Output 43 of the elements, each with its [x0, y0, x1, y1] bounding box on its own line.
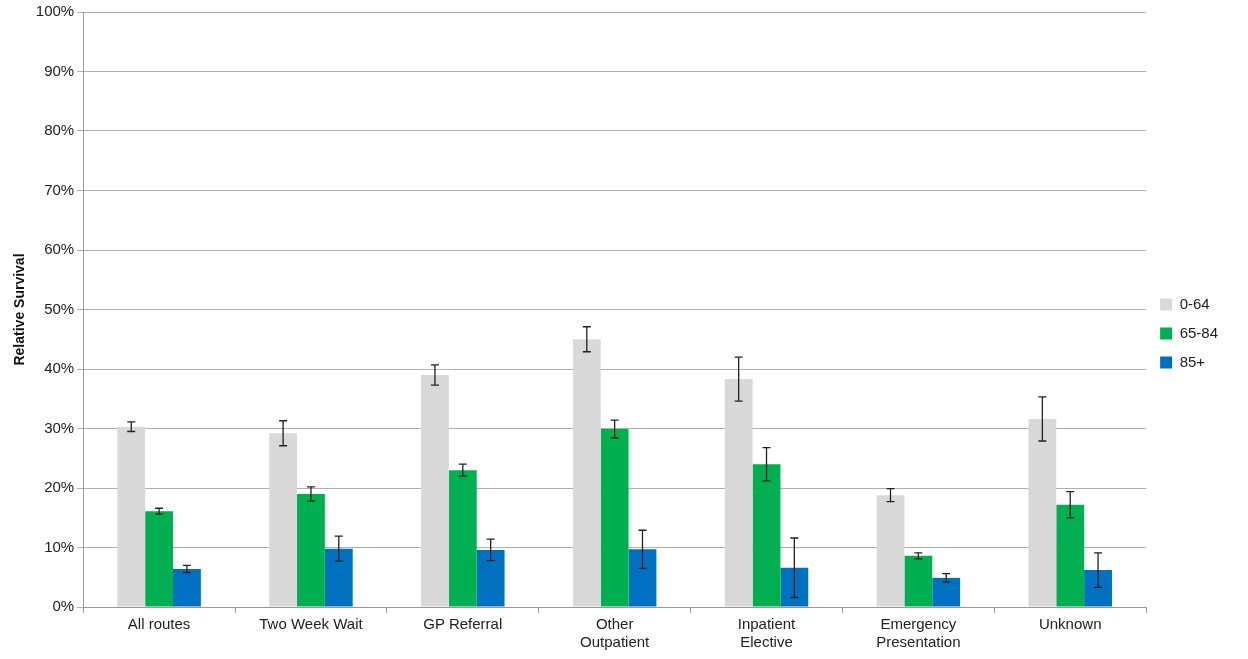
- y-tick-label: 30%: [44, 418, 75, 436]
- x-tick-label: Emergency Presentation: [876, 615, 961, 651]
- x-tick-label: Other Outpatient: [580, 615, 651, 651]
- bar: [628, 549, 657, 607]
- bar: [476, 549, 505, 607]
- y-tick-label: 60%: [44, 240, 75, 258]
- bar: [421, 374, 449, 607]
- bar: [145, 511, 174, 607]
- y-tick-label: 40%: [44, 359, 75, 377]
- bar: [448, 470, 477, 607]
- y-tick-label: 20%: [44, 478, 75, 496]
- bar: [876, 495, 905, 607]
- y-tick-label: 80%: [44, 121, 75, 139]
- y-tick-label: 50%: [44, 299, 75, 317]
- bar: [600, 429, 629, 607]
- bar: [932, 577, 961, 607]
- bar: [780, 567, 809, 607]
- y-tick-label: 0%: [52, 597, 75, 615]
- x-tick-label: Unknown: [1038, 615, 1102, 633]
- legend-label: 85+: [1179, 352, 1206, 370]
- bar: [572, 339, 601, 607]
- bar: [324, 548, 353, 607]
- bar: [752, 464, 781, 607]
- bar: [1056, 504, 1085, 607]
- bar: [1028, 418, 1057, 607]
- bar: [1084, 570, 1112, 607]
- x-tick-label: Two Week Wait: [259, 615, 364, 633]
- bar: [724, 379, 753, 607]
- legend-label: 0-64: [1179, 294, 1210, 312]
- bar: [904, 555, 933, 607]
- bar: [117, 426, 146, 607]
- bar: [297, 493, 325, 607]
- y-tick-label: 10%: [44, 537, 75, 555]
- y-tick-label: 70%: [44, 180, 75, 198]
- x-tick-label: GP Referral: [423, 615, 503, 633]
- y-tick-label: 100%: [35, 2, 75, 20]
- y-axis-title: Relative Survival: [11, 253, 28, 366]
- y-tick-label: 90%: [44, 61, 75, 79]
- x-tick-label: All routes: [127, 615, 191, 633]
- bar: [269, 433, 298, 607]
- x-tick-label: Inpatient Elective: [737, 615, 797, 651]
- bar: [173, 568, 201, 607]
- legend-label: 65-84: [1179, 323, 1219, 341]
